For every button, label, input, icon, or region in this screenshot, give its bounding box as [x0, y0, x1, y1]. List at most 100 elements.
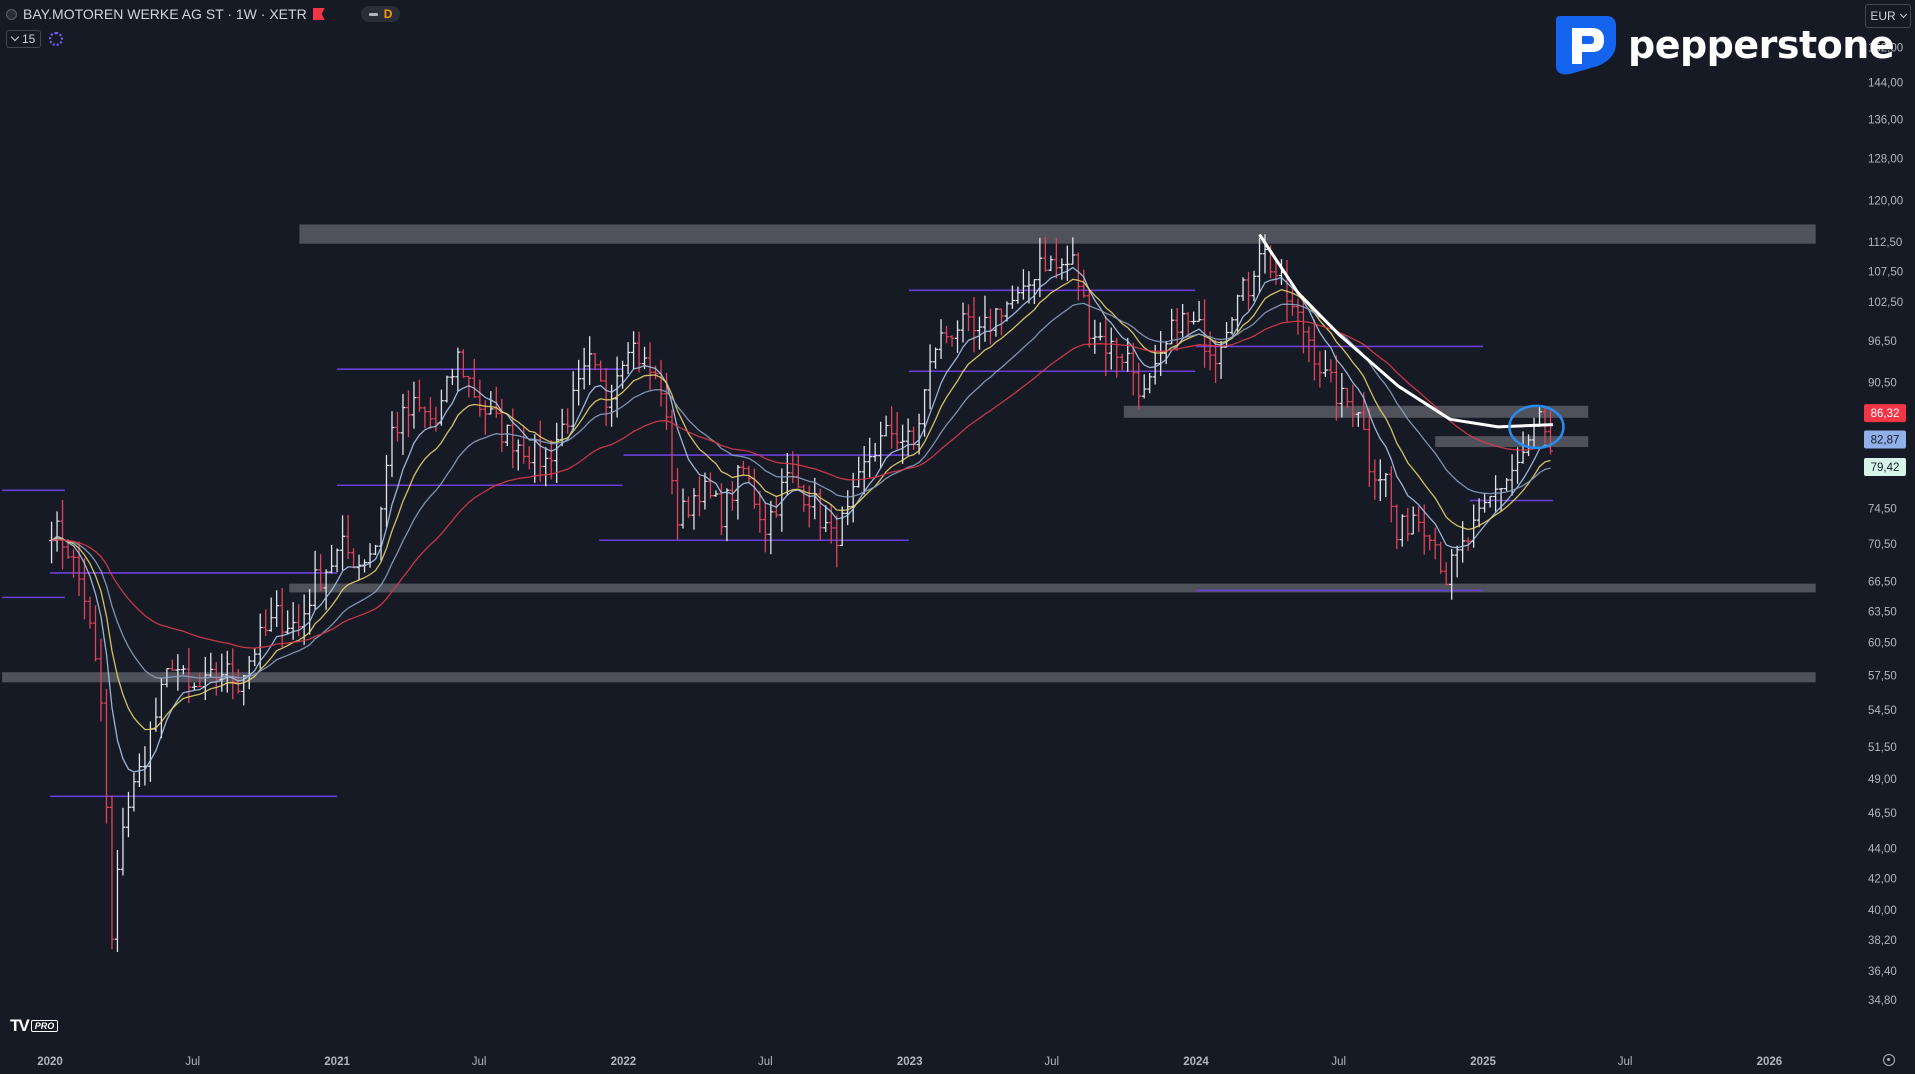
symbol-title[interactable]: BAY.MOTOREN WERKE AG ST · 1W · XETR: [23, 6, 307, 22]
indicators-collapse-button[interactable]: 15: [6, 30, 42, 48]
ohlc-bar: [1070, 237, 1076, 265]
ohlc-bar: [1004, 301, 1010, 322]
y-tick-label: 40,00: [1868, 905, 1897, 917]
symbol-header[interactable]: BAY.MOTOREN WERKE AG ST · 1W · XETR D: [6, 6, 401, 22]
ohlc-bar: [784, 452, 790, 496]
ohlc-bar: [279, 588, 285, 648]
ohlc-bar: [252, 648, 258, 667]
y-tick-label: 57,50: [1868, 671, 1897, 683]
brand-logo: pepperstone: [1550, 14, 1895, 76]
settings-icon[interactable]: [1883, 1054, 1895, 1066]
x-tick-label: Jul: [758, 1056, 773, 1068]
y-tick-label: 34,80: [1868, 995, 1897, 1007]
indicator-settings-icon[interactable]: [49, 32, 64, 46]
ohlc-bar: [1438, 541, 1444, 574]
ohlc-bar: [323, 569, 329, 610]
ohlc-bar: [191, 682, 197, 690]
tradingview-logo[interactable]: TV PRO: [10, 1016, 59, 1036]
y-tick-label: 46,50: [1868, 808, 1897, 820]
price-axis: 152,00 144,00 136,00 128,00 120,00 112,50 107,…: [1862, 0, 1915, 1074]
x-tick-label: Jul: [1044, 1056, 1059, 1068]
y-tick-label: 120,00: [1868, 195, 1903, 207]
x-tick-label: 2025: [1470, 1056, 1496, 1068]
ohlc-bar: [845, 490, 851, 526]
ohlc-bar: [724, 488, 730, 542]
ohlc-bar: [1515, 447, 1521, 484]
y-tick-label: 54,50: [1868, 705, 1897, 717]
ohlc-bar: [1548, 410, 1554, 455]
support-resistance-zones: [2, 224, 1816, 683]
currency-selector[interactable]: EUR: [1865, 4, 1911, 28]
ohlc-bar: [960, 302, 966, 343]
ohlc-bar: [312, 550, 318, 610]
ohlc-bar: [543, 447, 549, 487]
ohlc-bar: [1119, 353, 1125, 371]
ohlc-bar: [1482, 493, 1488, 513]
flag-icon[interactable]: [312, 8, 325, 20]
ohlc-bar: [290, 602, 296, 640]
ohlc-bar: [658, 359, 664, 407]
ohlc-bar: [49, 521, 55, 564]
y-tick-label: 49,00: [1868, 774, 1897, 786]
ohlc-bar: [394, 411, 400, 442]
ohlc-bar: [504, 424, 510, 447]
ohlc-bar: [515, 439, 521, 471]
ohlc-bar: [669, 409, 675, 495]
y-tick-label: 96,50: [1868, 336, 1897, 348]
ohlc-bar: [1136, 362, 1142, 409]
ohlc-bar: [1410, 506, 1416, 535]
ohlc-bar: [180, 665, 186, 675]
highlight-circle: [1508, 404, 1565, 450]
ohlc-bar: [537, 420, 543, 482]
ohlc-bar: [109, 795, 115, 950]
ohlc-bar: [740, 461, 746, 476]
x-tick-label: Jul: [1618, 1056, 1633, 1068]
chevron-down-icon: [10, 32, 20, 42]
ohlc-bar: [120, 807, 126, 876]
ohlc-bar: [696, 476, 702, 517]
ohlc-bar: [334, 548, 340, 573]
ohlc-bar: [318, 553, 324, 592]
ohlc-bar: [576, 359, 582, 406]
ohlc-bar: [1421, 504, 1427, 555]
ohlc-bar: [1064, 245, 1070, 281]
ohlc-bar: [801, 484, 807, 512]
ohlc-bar: [839, 506, 845, 547]
ohlc-bar: [603, 368, 609, 426]
ohlc-bar: [614, 356, 620, 418]
ohlc-bar: [993, 307, 999, 337]
y-tick-label: 102,50: [1868, 297, 1903, 309]
price-label-text: 86,32: [1871, 408, 1900, 420]
ohlc-bar: [1103, 315, 1109, 377]
ohlc-bar: [976, 316, 982, 350]
zone-band: [1435, 436, 1589, 448]
moving-average-lines: [51, 266, 1551, 773]
ohlc-bar: [581, 347, 587, 390]
ohlc-bar: [955, 320, 961, 353]
ohlc-bar: [1015, 286, 1021, 304]
chevron-down-icon: [1899, 10, 1907, 18]
ohlc-bar: [1273, 259, 1279, 285]
ohlc-bar: [351, 548, 357, 569]
market-status-badge[interactable]: D: [360, 6, 401, 22]
ohlc-bar: [1081, 269, 1087, 298]
ohlc-bar: [729, 481, 735, 511]
ohlc-bar: [905, 418, 911, 456]
ma-mid-line: [51, 278, 1551, 731]
zone-band: [2, 672, 1816, 683]
ohlc-bar: [1372, 459, 1378, 500]
ohlc-bar: [329, 544, 335, 574]
ohlc-bar: [186, 647, 192, 704]
ohlc-bar: [587, 336, 593, 386]
ohlc-bar: [131, 772, 137, 812]
ohlc-bar: [71, 549, 77, 578]
ohlc-bar: [400, 393, 406, 455]
ohlc-bar: [746, 465, 752, 484]
zone-band: [1123, 405, 1589, 418]
ohlc-bar: [757, 490, 763, 533]
ohlc-bar: [455, 347, 461, 392]
ohlc-bar: [779, 468, 785, 532]
y-tick-label: 107,50: [1868, 266, 1903, 278]
ohlc-bar: [1355, 412, 1361, 427]
